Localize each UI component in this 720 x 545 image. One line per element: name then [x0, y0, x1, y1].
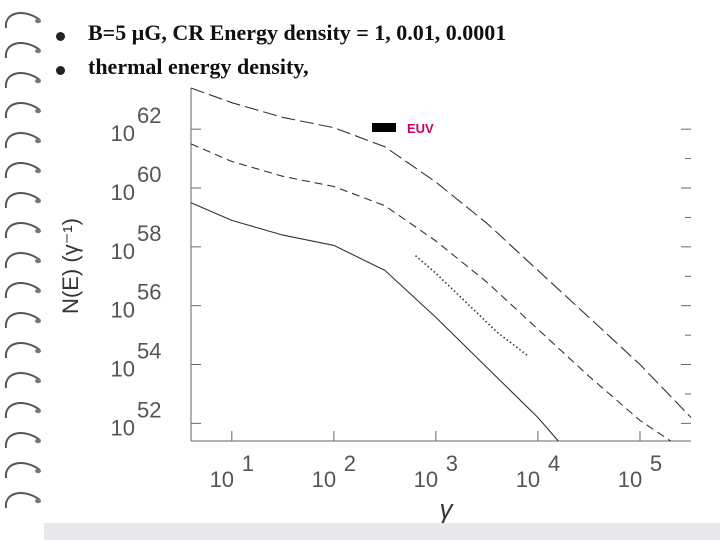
bullet-line-1: B=5 μG, CR Energy density = 1, 0.01, 0.0…	[88, 20, 506, 46]
x-tick-label-exp: 2	[344, 451, 356, 476]
legend-euv-marker	[372, 123, 396, 132]
spiral-hole	[35, 258, 41, 264]
x-tick-label-base: 10	[414, 467, 438, 492]
spiral-hole	[35, 108, 41, 114]
spiral-hole	[35, 318, 41, 324]
bullet-dot-icon	[56, 66, 65, 75]
y-tick-label-base: 10	[111, 121, 135, 146]
spiral-binding-icon	[4, 12, 41, 509]
plot-frame	[190, 88, 691, 442]
spiral-ring	[4, 372, 41, 389]
legend: EUV	[372, 121, 434, 136]
x-tick-label-exp: 5	[650, 451, 662, 476]
bullet-1-mu: μ	[131, 20, 145, 45]
y-tick-label-base: 10	[111, 180, 135, 205]
y-tick-label-exp: 62	[137, 103, 161, 128]
y-axis-label: N(E) (γ⁻¹)	[58, 218, 83, 314]
legend-euv-label: EUV	[407, 121, 434, 136]
y-tick-label-base: 10	[111, 357, 135, 382]
spiral-hole	[35, 288, 41, 294]
x-tick-label-base: 10	[210, 467, 234, 492]
y-tick-label-base: 10	[111, 298, 135, 323]
spiral-ring	[4, 432, 41, 449]
x-tick-label-exp: 3	[446, 451, 458, 476]
spiral-hole	[35, 18, 41, 24]
x-tick-label-base: 10	[312, 467, 336, 492]
spiral-ring	[4, 252, 41, 269]
spiral-ring	[4, 342, 41, 359]
y-tick-label-base: 10	[111, 415, 135, 440]
y-tick-label-exp: 52	[137, 397, 161, 422]
spiral-hole	[35, 378, 41, 384]
spiral-hole	[35, 48, 41, 54]
x-tick-label-exp: 1	[242, 451, 254, 476]
spiral-ring	[4, 132, 41, 149]
spiral-ring	[4, 162, 41, 179]
y-tick-label-exp: 60	[137, 162, 161, 187]
spiral-ring	[4, 462, 41, 479]
y-tick-label-exp: 58	[137, 221, 161, 246]
y-tick-label-exp: 54	[137, 339, 161, 364]
spiral-ring	[4, 72, 41, 89]
spiral-hole	[35, 408, 41, 414]
spiral-ring	[4, 102, 41, 119]
spiral-hole	[35, 198, 41, 204]
energy-spectrum-chart: N(E) (γ⁻¹) 10621060105810561054105210110…	[44, 86, 698, 523]
spiral-hole	[35, 348, 41, 354]
y-tick-label-base: 10	[111, 239, 135, 264]
bottom-bar	[44, 523, 720, 540]
spiral-hole	[35, 498, 41, 504]
spiral-ring	[4, 12, 41, 29]
spiral-ring	[4, 222, 41, 239]
bullet-line-2: thermal energy density,	[88, 54, 309, 80]
series-group	[190, 87, 692, 442]
y-axis-title: N(E) (γ⁻¹)	[58, 218, 83, 314]
x-tick-label-base: 10	[618, 467, 642, 492]
spiral-ring	[4, 192, 41, 209]
x-tick-label-exp: 4	[548, 451, 560, 476]
series-line	[190, 202, 559, 442]
spiral-binding-strip	[0, 0, 44, 540]
spiral-hole	[35, 438, 41, 444]
x-tick-label-base: 10	[516, 467, 540, 492]
bullet-1-prefix: B=5	[88, 20, 132, 45]
series-line	[414, 255, 529, 357]
spiral-hole	[35, 228, 41, 234]
spiral-hole	[35, 138, 41, 144]
spiral-ring	[4, 492, 41, 509]
bullet-2-text: thermal energy density,	[88, 54, 309, 79]
spiral-hole	[35, 168, 41, 174]
bullet-1-rest: G, CR Energy density = 1, 0.01, 0.0001	[144, 20, 507, 45]
bullet-dot-icon	[56, 32, 65, 41]
spiral-ring	[4, 282, 41, 299]
series-line	[190, 143, 671, 442]
spiral-ring	[4, 312, 41, 329]
x-axis-title: γ	[440, 494, 455, 523]
spiral-hole	[35, 78, 41, 84]
spiral-ring	[4, 42, 41, 59]
series-line	[190, 87, 692, 418]
y-tick-label-exp: 56	[137, 280, 161, 305]
spiral-hole	[35, 468, 41, 474]
spiral-ring	[4, 402, 41, 419]
